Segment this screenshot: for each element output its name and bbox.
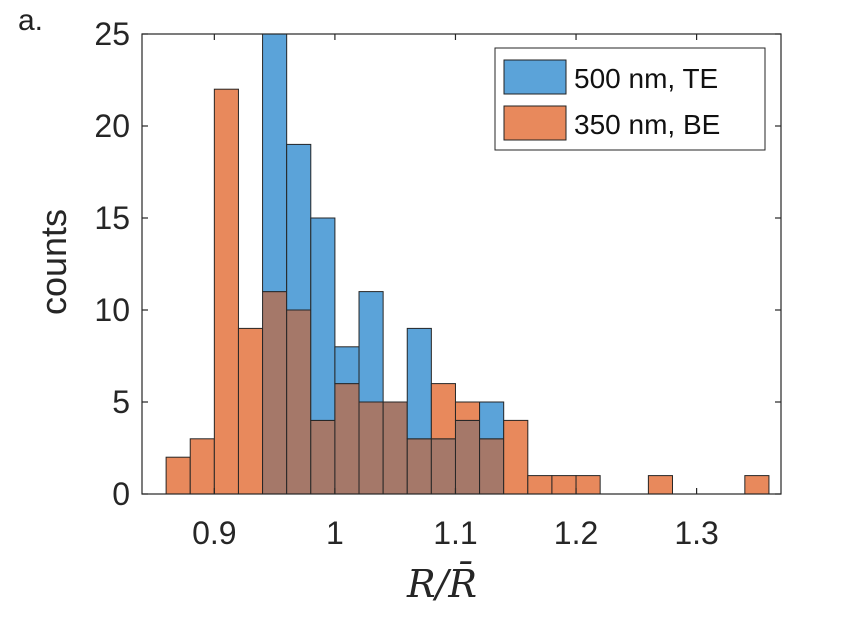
y-tick-label: 0 [112,476,130,512]
bars-layer [165,33,770,495]
bar-500nm-te [479,401,505,440]
bar-500nm-te [406,327,432,440]
bar-350nm-be [237,327,264,495]
bar-overlap [454,419,481,495]
bar-overlap [358,401,384,495]
y-axis-label: counts [33,209,74,315]
bar-overlap [262,291,288,495]
x-tick-label: 1.2 [554,515,598,551]
ticks-layer: 0.9 1 1.1 1.2 1.3 0 5 10 15 20 25 [94,16,781,551]
bar-350nm-be [551,475,577,495]
bar-500nm-te [286,143,312,311]
y-tick-label: 25 [94,16,130,52]
y-tick-label: 5 [112,384,130,420]
bar-350nm-be [189,438,215,495]
panel-label: a. [18,4,44,37]
axes-layer [141,33,782,495]
legend-label-350nm-be: 350 nm, BE [574,109,720,140]
bar-350nm-be [430,383,456,440]
x-tick-label: 1.3 [674,515,718,551]
bar-500nm-te [262,33,288,293]
bar-350nm-be [454,401,481,421]
bar-overlap [334,383,360,495]
bar-350nm-be [165,456,191,495]
bar-500nm-te [334,346,360,385]
bar-350nm-be [575,475,601,495]
bar-350nm-be [527,475,553,495]
bar-overlap [430,438,456,495]
plot-frame [141,33,782,495]
bar-overlap [382,401,408,495]
bar-350nm-be [647,475,673,495]
legend-swatch-350nm-be [503,105,567,141]
bar-500nm-te [358,291,384,403]
legend: 500 nm, TE 350 nm, BE [494,47,766,151]
bar-overlap [310,419,336,495]
y-tick-label: 10 [94,292,130,328]
x-axis-label: R/R̄ [406,562,477,606]
x-tick-label: 0.9 [192,515,236,551]
legend-swatch-500nm-te [503,59,567,95]
x-tick-label: 1.1 [433,515,477,551]
x-tick-label: 1 [326,515,344,551]
legend-label-500nm-te: 500 nm, TE [574,63,718,94]
bar-overlap [479,438,505,495]
bar-350nm-be [503,419,529,495]
y-tick-label: 15 [94,200,130,236]
bar-350nm-be [744,475,770,495]
bar-overlap [286,309,312,495]
bar-350nm-be [213,88,239,495]
bar-500nm-te [310,217,336,421]
y-tick-label: 20 [94,108,130,144]
bar-overlap [406,438,432,495]
